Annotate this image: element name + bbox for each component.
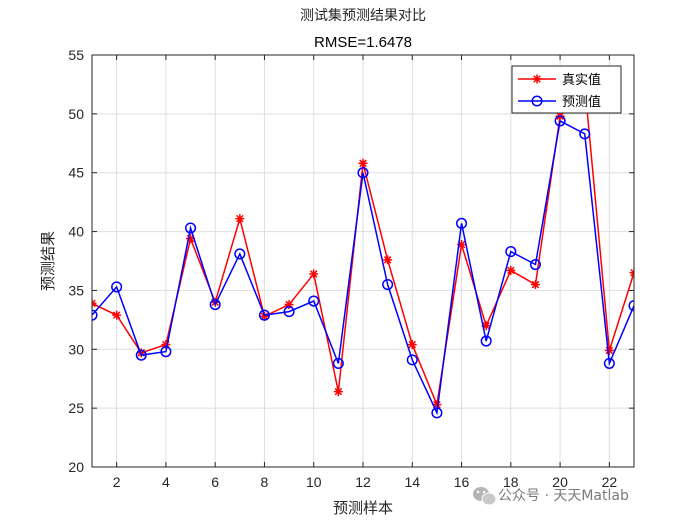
- y-tick-label: 40: [68, 224, 84, 240]
- chart-title: 测试集预测结果对比: [300, 7, 426, 24]
- x-tick-label: 2: [113, 474, 121, 490]
- data-point-pred: [184, 222, 197, 234]
- x-tick-label: 4: [162, 474, 170, 490]
- data-point-pred: [332, 357, 344, 369]
- data-point-pred: [209, 299, 221, 311]
- data-point-pred: [234, 248, 246, 260]
- series-predicted-values: [92, 115, 634, 419]
- series-layer: [92, 79, 634, 419]
- y-tick-label: 30: [68, 341, 84, 357]
- legend-circle-marker: [531, 95, 543, 107]
- watermark: 公众号 · 天天Matlab: [473, 487, 629, 506]
- legend: 真实值 预测值: [511, 65, 622, 114]
- legend-label-true: 真实值: [562, 72, 601, 88]
- data-point-true: [530, 280, 540, 290]
- data-point-pred: [579, 128, 591, 140]
- y-axis-label: 预测结果: [39, 231, 57, 291]
- data-point-pred: [92, 309, 98, 321]
- data-point-pred: [357, 167, 369, 179]
- data-point-pred: [431, 407, 443, 419]
- data-point-pred: [135, 349, 147, 361]
- data-point-true: [235, 214, 245, 224]
- data-point-pred: [160, 346, 172, 358]
- x-tick-label: 6: [211, 474, 219, 490]
- data-point-pred: [406, 354, 418, 366]
- data-point-pred: [258, 309, 271, 321]
- x-tick-label: 14: [404, 474, 420, 490]
- chart-subtitle: RMSE=1.6478: [314, 34, 412, 51]
- tick-marks: [92, 54, 634, 468]
- watermark-text: 公众号 · 天天Matlab: [498, 488, 629, 504]
- legend-asterisk-marker: [532, 74, 542, 84]
- y-tick-label: 55: [68, 47, 84, 63]
- data-point-true: [629, 268, 634, 278]
- data-point-true: [383, 255, 393, 265]
- x-axis-label: 预测样本: [333, 499, 393, 517]
- series-pred-line: [92, 119, 634, 416]
- x-tick-label: 16: [454, 474, 470, 490]
- data-point-pred: [455, 217, 468, 229]
- data-point-true: [506, 265, 516, 275]
- y-tick-label: 35: [68, 282, 84, 298]
- data-point-true: [333, 387, 343, 397]
- y-tick-label: 20: [68, 459, 84, 475]
- data-point-true: [112, 310, 122, 320]
- y-tick-label: 50: [68, 106, 84, 122]
- legend-marker-pred: [531, 95, 543, 107]
- wechat-icon: [473, 487, 497, 506]
- tick-labels: 2 4 6 8 10 12 14 16 18 20 22 20 25 30 35 40 45 50 55: [68, 47, 617, 490]
- data-point-pred: [382, 278, 394, 291]
- data-point-pred: [554, 115, 566, 127]
- data-point-pred: [283, 306, 295, 318]
- data-point-true: [604, 345, 614, 355]
- x-tick-label: 18: [503, 474, 519, 490]
- data-point-pred: [505, 246, 517, 258]
- data-point-true: [407, 340, 417, 350]
- x-tick-label: 8: [261, 474, 269, 490]
- data-point-pred: [480, 335, 492, 347]
- data-point-true: [92, 298, 97, 308]
- y-tick-label: 25: [68, 400, 84, 416]
- data-point-pred: [111, 281, 123, 293]
- legend-label-pred: 预测值: [562, 94, 601, 110]
- x-tick-label: 22: [602, 474, 618, 490]
- data-point-true: [309, 269, 319, 279]
- y-tick-label: 45: [68, 165, 84, 181]
- legend-marker-true: [532, 74, 542, 84]
- data-point-pred: [308, 295, 320, 307]
- data-point-pred: [529, 258, 542, 271]
- data-point-pred: [628, 300, 634, 312]
- x-tick-label: 12: [355, 474, 371, 490]
- x-tick-label: 10: [306, 474, 322, 490]
- legend-box: [511, 65, 622, 114]
- data-point-pred: [603, 357, 615, 369]
- x-tick-label: 20: [552, 474, 568, 490]
- data-point-true: [358, 158, 368, 168]
